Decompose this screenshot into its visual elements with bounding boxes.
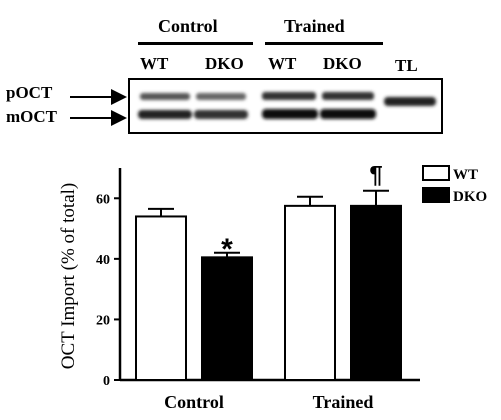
group-bar-trained (265, 42, 383, 45)
band-tl (384, 97, 436, 106)
y-tick-label-60: 60 (96, 192, 110, 207)
y-axis-label: OCT Import (% of total) (58, 183, 79, 369)
legend-swatch-wt (422, 165, 450, 181)
group-label-trained: Trained (284, 16, 345, 36)
y-tick-label-40: 40 (96, 253, 110, 268)
bar-control-dko (201, 256, 253, 382)
lane-label-tl: TL (395, 56, 418, 75)
band-moct-dko-control (194, 110, 248, 119)
lane-label-wt-control: WT (140, 54, 169, 73)
band-moct-wt-trained (262, 109, 318, 119)
band-poct-wt-control (140, 93, 190, 100)
lane-label-dko-trained: DKO (323, 54, 362, 73)
bar-chart: 0 20 40 60 OCT Import (% of total) Control Tra… (58, 162, 487, 412)
legend-label-wt: WT (453, 167, 478, 183)
x-tick-label-control: Control (164, 392, 224, 412)
blot-bands (138, 92, 436, 119)
lane-label-wt-trained: WT (268, 54, 297, 73)
lane-label-dko-control: DKO (205, 54, 244, 73)
group-label-control: Control (158, 16, 218, 36)
bar-control-wt (135, 215, 187, 381)
band-label-poct: pOCT (6, 83, 53, 102)
x-tick-label-trained: Trained (313, 392, 374, 412)
bar-trained-dko (350, 204, 402, 381)
bar-trained-wt (284, 204, 336, 381)
group-bar-control (138, 42, 253, 45)
y-tick-label-0: 0 (103, 374, 110, 389)
band-poct-dko-trained (322, 92, 374, 100)
legend-swatch-dko (422, 187, 450, 203)
band-moct-dko-trained (320, 109, 376, 119)
y-tick-label-20: 20 (96, 313, 110, 328)
band-poct-dko-control (196, 93, 246, 100)
annotation-control-dko: * (221, 233, 233, 266)
legend-label-dko: DKO (453, 189, 487, 205)
band-moct-wt-control (138, 110, 192, 119)
annotation-trained-dko: ¶ (369, 162, 382, 189)
band-label-moct: mOCT (6, 107, 57, 126)
band-poct-wt-trained (262, 92, 316, 100)
